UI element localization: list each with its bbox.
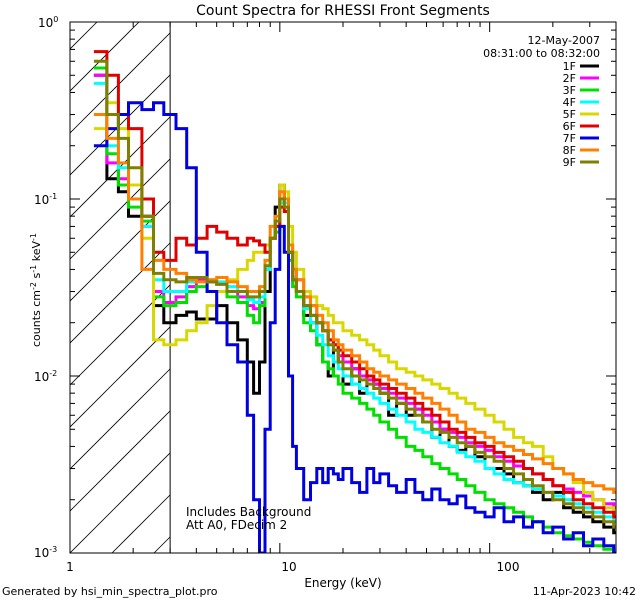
svg-text:10-1: 10-1 — [34, 192, 57, 207]
annotation-attenuator: Att A0, FDecim 2 — [186, 518, 287, 532]
svg-text:10-2: 10-2 — [34, 369, 57, 384]
y-axis-label: counts cm-2 s-1 keV-1 — [29, 233, 43, 347]
series-6f — [93, 50, 616, 519]
y-tick-label: 100 — [38, 15, 58, 30]
y-tick-label: 10-2 — [34, 369, 57, 384]
legend-label-3f: 3F — [563, 84, 576, 97]
chart-title: Count Spectra for RHESSI Front Segments — [196, 3, 490, 19]
svg-text:10-3: 10-3 — [34, 545, 57, 560]
legend-label-4f: 4F — [563, 96, 576, 109]
legend-label-8f: 8F — [563, 144, 576, 157]
hatch-line — [70, 22, 98, 50]
series-5f — [93, 101, 616, 519]
series-8f — [93, 113, 616, 494]
series-9f — [93, 59, 616, 529]
x-tick-label: 10 — [281, 560, 296, 574]
generated-by-label: Generated by hsi_min_spectra_plot.pro — [2, 585, 218, 598]
hatch-line — [0, 22, 55, 553]
legend-label-1f: 1F — [563, 60, 576, 73]
time-range-label: 08:31:00 to 08:32:00 — [483, 47, 600, 60]
x-tick-label: 1 — [66, 560, 74, 574]
timestamp-label: 11-Apr-2023 10:42 — [533, 585, 636, 598]
y-tick-label: 10-3 — [34, 545, 57, 560]
legend-label-9f: 9F — [563, 156, 576, 169]
svg-text:100: 100 — [38, 15, 58, 30]
axis-ticks — [69, 21, 617, 554]
y-tick-label: 10-1 — [34, 192, 57, 207]
x-axis-label: Energy (keV) — [304, 576, 381, 590]
series-layer — [93, 50, 616, 553]
date-label: 12-May-2007 — [528, 34, 600, 47]
series-7f — [93, 101, 616, 553]
hatch-line — [70, 22, 224, 176]
hatch-line — [70, 22, 182, 134]
legend-label-2f: 2F — [563, 72, 576, 85]
x-tick-label: 100 — [497, 560, 520, 574]
legend-label-7f: 7F — [563, 132, 576, 145]
legend-label-6f: 6F — [563, 120, 576, 133]
annotation-background: Includes Background — [186, 505, 311, 519]
legend-label-5f: 5F — [563, 108, 576, 121]
